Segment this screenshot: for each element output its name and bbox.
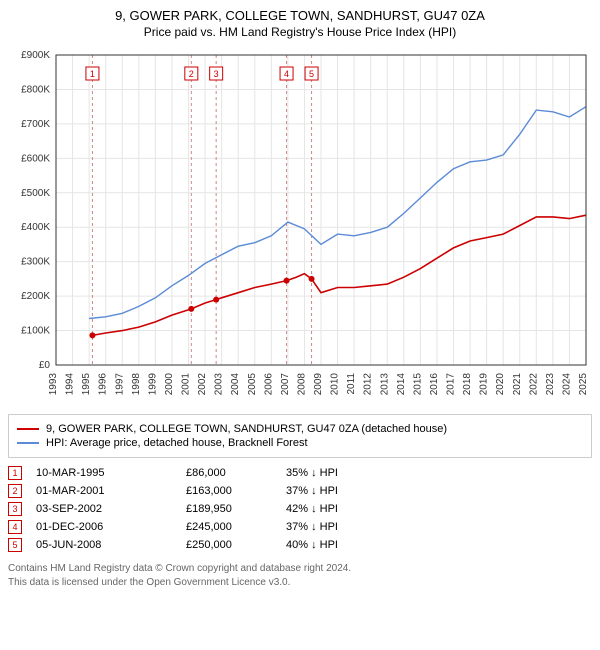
svg-text:2020: 2020 [495, 373, 506, 396]
svg-text:£600K: £600K [21, 153, 50, 164]
svg-text:2025: 2025 [578, 373, 589, 396]
legend-swatch-hpi [17, 442, 39, 444]
transaction-date: 05-JUN-2008 [36, 539, 186, 551]
svg-text:£500K: £500K [21, 188, 50, 199]
svg-text:2018: 2018 [462, 373, 473, 396]
transaction-date: 01-DEC-2006 [36, 521, 186, 533]
svg-text:5: 5 [309, 69, 314, 79]
legend-label-hpi: HPI: Average price, detached house, Brac… [46, 437, 308, 449]
svg-text:2021: 2021 [512, 373, 523, 396]
svg-text:£0: £0 [39, 360, 51, 371]
svg-text:£100K: £100K [21, 326, 50, 337]
svg-text:2007: 2007 [280, 373, 291, 396]
svg-text:2001: 2001 [181, 373, 192, 396]
title-main: 9, GOWER PARK, COLLEGE TOWN, SANDHURST, … [8, 8, 592, 23]
transaction-marker: 5 [8, 538, 22, 552]
footer-line-2: This data is licensed under the Open Gov… [8, 576, 592, 590]
svg-text:2: 2 [189, 69, 194, 79]
transaction-price: £86,000 [186, 467, 286, 479]
svg-text:2004: 2004 [230, 373, 241, 396]
svg-text:2009: 2009 [313, 373, 324, 396]
legend-swatch-property [17, 428, 39, 430]
svg-text:2017: 2017 [446, 373, 457, 396]
legend-box: 9, GOWER PARK, COLLEGE TOWN, SANDHURST, … [8, 414, 592, 458]
transaction-diff: 35% ↓ HPI [286, 467, 406, 479]
transaction-diff: 37% ↓ HPI [286, 485, 406, 497]
svg-text:2023: 2023 [545, 373, 556, 396]
svg-text:1995: 1995 [81, 373, 92, 396]
svg-text:1996: 1996 [98, 373, 109, 396]
footer-attribution: Contains HM Land Registry data © Crown c… [8, 562, 592, 589]
svg-text:2008: 2008 [296, 373, 307, 396]
svg-text:£700K: £700K [21, 119, 50, 130]
transaction-diff: 40% ↓ HPI [286, 539, 406, 551]
table-row: 2 01-MAR-2001£163,00037% ↓ HPI [8, 484, 592, 498]
svg-text:2011: 2011 [346, 373, 357, 395]
legend-label-property: 9, GOWER PARK, COLLEGE TOWN, SANDHURST, … [46, 423, 447, 435]
svg-text:2016: 2016 [429, 373, 440, 396]
svg-text:2002: 2002 [197, 373, 208, 396]
chart-title-block: 9, GOWER PARK, COLLEGE TOWN, SANDHURST, … [8, 8, 592, 39]
transaction-marker: 3 [8, 502, 22, 516]
table-row: 3 03-SEP-2002£189,95042% ↓ HPI [8, 502, 592, 516]
legend-item-property: 9, GOWER PARK, COLLEGE TOWN, SANDHURST, … [17, 423, 583, 435]
svg-text:2003: 2003 [214, 373, 225, 396]
transactions-table: 1 10-MAR-1995£86,00035% ↓ HPI 2 01-MAR-2001… [8, 466, 592, 552]
svg-text:1: 1 [90, 69, 95, 79]
svg-text:1998: 1998 [131, 373, 142, 396]
transaction-date: 01-MAR-2001 [36, 485, 186, 497]
svg-text:2015: 2015 [412, 373, 423, 396]
chart-svg: £0 £100K £200K £300K £400K £500K £600K £700K £80… [8, 45, 592, 405]
transaction-diff: 42% ↓ HPI [286, 503, 406, 515]
svg-text:2014: 2014 [396, 373, 407, 396]
footer-line-1: Contains HM Land Registry data © Crown c… [8, 562, 592, 576]
svg-text:2005: 2005 [247, 373, 258, 396]
svg-text:2022: 2022 [528, 373, 539, 396]
transaction-price: £163,000 [186, 485, 286, 497]
table-row: 4 01-DEC-2006£245,00037% ↓ HPI [8, 520, 592, 534]
table-row: 1 10-MAR-1995£86,00035% ↓ HPI [8, 466, 592, 480]
table-row: 5 05-JUN-2008£250,00040% ↓ HPI [8, 538, 592, 552]
svg-text:£400K: £400K [21, 222, 50, 233]
transaction-price: £250,000 [186, 539, 286, 551]
svg-text:2006: 2006 [263, 373, 274, 396]
svg-text:£200K: £200K [21, 291, 50, 302]
legend-item-hpi: HPI: Average price, detached house, Brac… [17, 437, 583, 449]
transaction-price: £245,000 [186, 521, 286, 533]
svg-text:£900K: £900K [21, 50, 50, 61]
svg-text:1993: 1993 [48, 373, 59, 396]
svg-text:£800K: £800K [21, 84, 50, 95]
svg-text:2010: 2010 [330, 373, 341, 396]
svg-text:2024: 2024 [561, 373, 572, 396]
transaction-diff: 37% ↓ HPI [286, 521, 406, 533]
transaction-price: £189,950 [186, 503, 286, 515]
svg-text:2019: 2019 [479, 373, 490, 396]
transaction-date: 10-MAR-1995 [36, 467, 186, 479]
svg-text:4: 4 [284, 69, 289, 79]
svg-text:2013: 2013 [379, 373, 390, 396]
svg-text:3: 3 [214, 69, 219, 79]
transaction-date: 03-SEP-2002 [36, 503, 186, 515]
transaction-marker: 4 [8, 520, 22, 534]
price-chart: £0 £100K £200K £300K £400K £500K £600K £700K £80… [8, 45, 592, 408]
svg-text:1999: 1999 [147, 373, 158, 396]
svg-text:1997: 1997 [114, 373, 125, 396]
transaction-marker: 2 [8, 484, 22, 498]
transaction-marker: 1 [8, 466, 22, 480]
title-sub: Price paid vs. HM Land Registry's House … [8, 25, 592, 39]
svg-text:2012: 2012 [363, 373, 374, 396]
svg-text:1994: 1994 [65, 373, 76, 396]
svg-text:2000: 2000 [164, 373, 175, 396]
svg-text:£300K: £300K [21, 257, 50, 268]
